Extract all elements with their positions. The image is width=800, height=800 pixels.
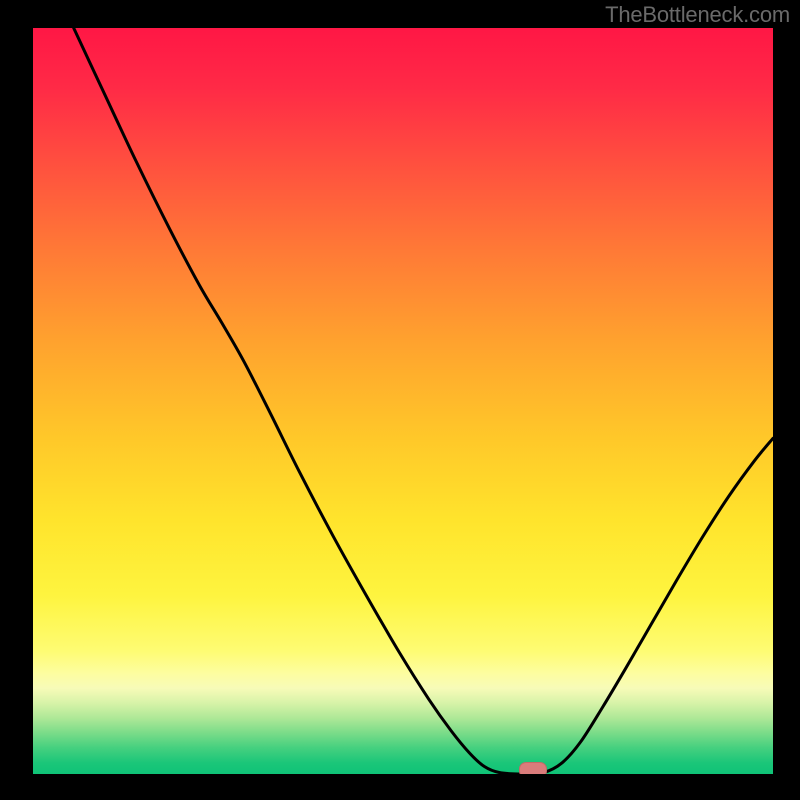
gradient-background bbox=[33, 28, 773, 774]
bottleneck-chart bbox=[33, 28, 773, 774]
optimal-point-marker bbox=[519, 762, 547, 774]
chart-frame: TheBottleneck.com bbox=[0, 0, 800, 800]
watermark-text: TheBottleneck.com bbox=[605, 2, 790, 28]
